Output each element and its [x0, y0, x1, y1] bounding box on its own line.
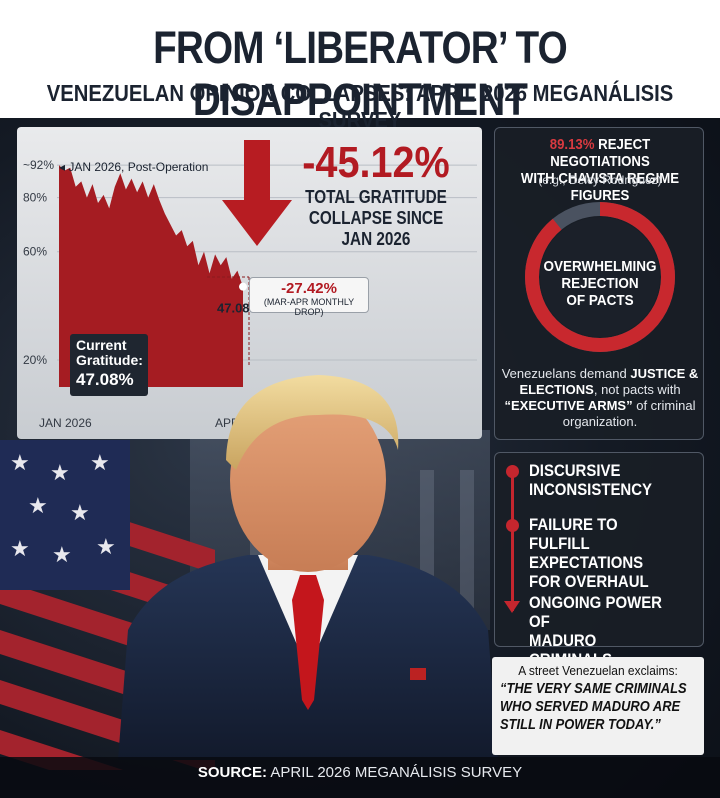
- star-icon: ★: [52, 542, 72, 567]
- star-icon: ★: [28, 493, 48, 518]
- y-tick-label: 60%: [23, 245, 47, 259]
- rejection-arc: [525, 202, 675, 352]
- gratitude-area-chart: ~92% 80% 60% 20% ◂ JAN 2026, Post-Operation…: [23, 158, 477, 430]
- total-drop-caption: TOTAL GRATITUDE COLLAPSE SINCE JAN 2026: [305, 187, 447, 249]
- negotiations-panel: 89.13% REJECT NEGOTIATIONS WITH CHAVISTA…: [494, 127, 704, 440]
- end-point: [239, 282, 247, 291]
- star-icon: ★: [96, 534, 116, 559]
- total-drop-value: -45.12%: [302, 138, 450, 187]
- x-tick-start: JAN 2026: [39, 416, 92, 430]
- reason-item: FAILURE TO FULFILL EXPECTATIONS FOR OVERHA…: [529, 515, 649, 591]
- negotiations-example: (e.g., Delcy Rodríguez): [538, 173, 662, 187]
- source-bar: [0, 757, 720, 798]
- page-title: FROM ‘LIBERATOR’ TO DISAPPOINTMENT: [153, 22, 568, 125]
- star-icon: ★: [50, 460, 70, 485]
- monthly-drop-value: -27.42%: [281, 280, 337, 297]
- down-arrow-icon: [222, 140, 292, 246]
- current-gratitude-value: 47.08%: [76, 370, 134, 389]
- portrait-figure: [118, 375, 498, 760]
- reasons-panel: DISCURSIVE INCONSISTENCY FAILURE TO FULFI…: [494, 452, 704, 669]
- american-flag: ★ ★ ★ ★ ★ ★ ★ ★: [0, 440, 215, 770]
- y-tick-label: 20%: [23, 353, 47, 367]
- timeline-line: [511, 471, 514, 611]
- down-arrow-icon: [504, 601, 520, 613]
- monthly-drop-callout: -27.42% (MAR-APR MONTHLY DROP): [249, 277, 369, 317]
- donut-label: OVERWHELMING REJECTION OF PACTS: [543, 258, 657, 309]
- star-icon: ★: [70, 500, 90, 525]
- timeline-dot: [506, 465, 519, 478]
- start-annotation: ◂ JAN 2026, Post-Operation: [59, 160, 208, 174]
- negotiations-footnote: Venezuelans demand JUSTICE & ELECTIONS, …: [501, 366, 699, 429]
- quote-intro: A street Venezuelan exclaims:: [518, 663, 678, 678]
- gratitude-area: [59, 165, 243, 387]
- header: FROM ‘LIBERATOR’ TO DISAPPOINTMENT VENEZ…: [0, 0, 720, 133]
- quote-text: “THE VERY SAME CRIMINALS WHO SERVED MADUR…: [500, 680, 687, 733]
- current-gratitude-box: Current Gratitude: 47.08%: [70, 334, 148, 396]
- timeline-dot: [506, 519, 519, 532]
- star-icon: ★: [10, 450, 30, 475]
- monthly-drop-caption: (MAR-APR MONTHLY DROP): [263, 297, 355, 317]
- reason-item: DISCURSIVE INCONSISTENCY: [529, 461, 653, 499]
- page-subtitle: VENEZUELAN OPINION COLLAPSES: APRIL 2026…: [46, 80, 674, 133]
- star-icon: ★: [10, 536, 30, 561]
- y-tick-label: 80%: [23, 191, 47, 205]
- street-quote: A street Venezuelan exclaims: “THE VERY …: [492, 657, 704, 755]
- y-tick-label: ~92%: [23, 158, 54, 172]
- source-line: SOURCE: APRIL 2026 MEGANÁLISIS SURVEY: [197, 764, 523, 781]
- negotiations-heading: 89.13% REJECT NEGOTIATIONS WITH CHAVISTA…: [520, 136, 680, 204]
- column: [460, 470, 474, 630]
- rejection-donut-chart: [525, 202, 675, 352]
- star-icon: ★: [90, 450, 110, 475]
